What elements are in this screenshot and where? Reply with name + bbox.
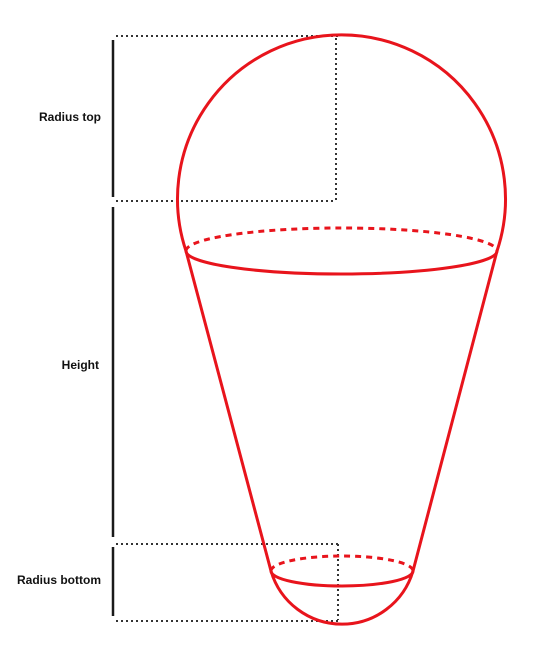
left-taper-edge — [184, 249, 273, 573]
bottom-sphere-arc — [269, 569, 415, 626]
bottom-ellipse-front — [269, 569, 415, 588]
radius-top-label: Radius top — [39, 110, 101, 124]
height-label: Height — [62, 358, 99, 372]
top-ellipse-front — [184, 249, 499, 276]
top-ellipse-back — [184, 226, 499, 252]
guide-lines — [116, 35, 340, 622]
right-taper-edge — [411, 249, 499, 573]
top-sphere-arc — [176, 33, 507, 253]
capsule-shape — [176, 33, 507, 626]
radius-bottom-label: Radius bottom — [17, 573, 101, 587]
bottom-ellipse-back — [269, 554, 415, 572]
